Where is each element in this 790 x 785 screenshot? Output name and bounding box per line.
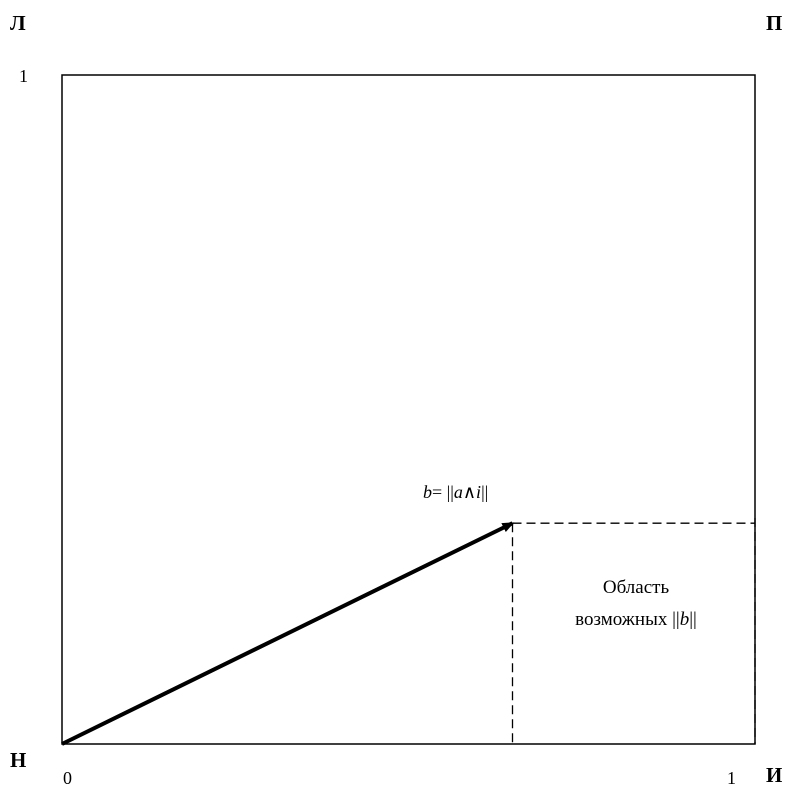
corner-label-bottom-right: И [766, 763, 782, 785]
vector-b-arrow [61, 521, 515, 746]
vector-label-var: b [423, 482, 432, 502]
vector-label-close: || [481, 482, 488, 502]
region-label-prefix: возможных || [575, 609, 680, 630]
corner-label-bottom-left: Н [10, 748, 26, 772]
vector-label-eq: = || [432, 482, 454, 502]
region-label-var: b [680, 609, 690, 630]
unit-square-frame [61, 74, 756, 745]
vector-label-a: a [454, 482, 463, 502]
vector-label: b= ||a∧i|| [423, 482, 488, 502]
tick-label-y-max: 1 [19, 66, 28, 86]
corner-label-top-left: Л [10, 11, 26, 35]
region-label-line1: Область [603, 577, 670, 598]
tick-label-x-max: 1 [727, 768, 736, 785]
region-label-suffix: || [689, 609, 697, 630]
tick-label-x-min: 0 [63, 768, 72, 785]
corner-label-top-right: П [766, 11, 782, 35]
vector-label-i: i [476, 482, 481, 502]
vector-label-op: ∧ [463, 482, 476, 502]
region-label-line2: возможных ||b|| [575, 609, 697, 630]
